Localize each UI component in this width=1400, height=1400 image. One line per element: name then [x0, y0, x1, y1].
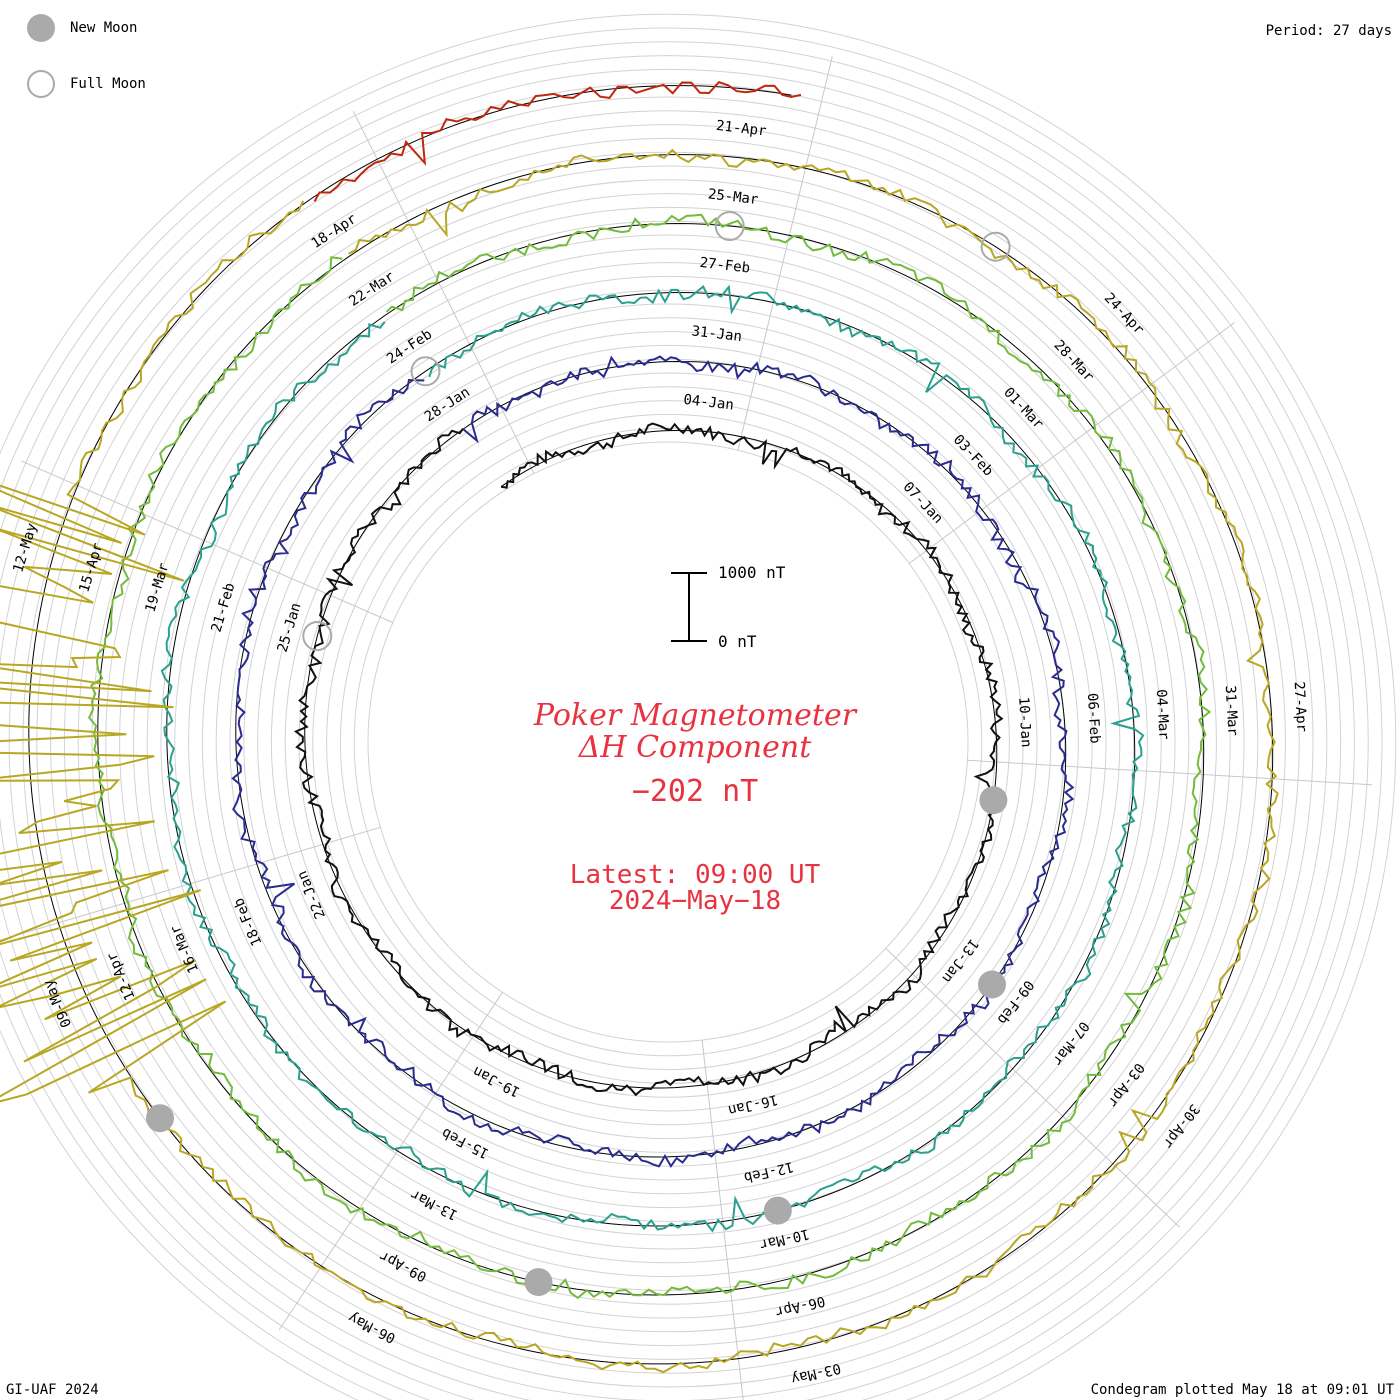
footer-plotted: Condegram plotted May 18 at 09:01 UT	[1090, 1382, 1394, 1398]
full-moon-icon	[27, 70, 55, 98]
date-label: 25-Mar	[707, 186, 759, 208]
trace-turn-6	[313, 81, 802, 202]
date-label: 01-Mar	[1000, 385, 1046, 433]
latest-time: Latest: 09:00 UT	[569, 860, 821, 890]
date-label: 31-Mar	[1222, 685, 1241, 736]
date-label: 27-Feb	[699, 255, 751, 277]
date-label: 07-Jan	[900, 479, 946, 527]
date-label: 09-Apr	[377, 1247, 429, 1284]
date-label: 27-Apr	[1291, 681, 1310, 732]
new-moon-marker	[763, 1196, 792, 1225]
date-label: 03-Feb	[950, 432, 996, 480]
trace-turn-2	[231, 355, 1075, 1169]
trace-turn-5	[0, 148, 1279, 1374]
date-label: 28-Mar	[1050, 337, 1096, 385]
data-traces	[0, 81, 1279, 1374]
new-moon-icon	[27, 14, 55, 42]
date-label: 16-Jan	[726, 1091, 779, 1118]
scale-bottom-label: 0 nT	[718, 632, 757, 651]
chart-title: Poker Magnetometer ΔH Component	[490, 700, 900, 764]
date-label: 21-Feb	[209, 581, 239, 634]
new-moon-marker	[146, 1104, 174, 1133]
full-moon-marker	[714, 211, 745, 241]
title-line-1: Poker Magnetometer	[533, 698, 857, 733]
date-label: 22-Mar	[346, 269, 397, 310]
date-label: 31-Jan	[691, 323, 743, 345]
scale-bar	[671, 572, 707, 642]
period-label: Period: 27 days	[1265, 23, 1392, 39]
date-label: 30-Apr	[1159, 1101, 1202, 1151]
title-line-2: ΔH Component	[578, 730, 812, 765]
date-label: 04-Mar	[1153, 689, 1172, 740]
date-label: 25-Jan	[275, 601, 305, 654]
date-label: 13-Mar	[408, 1186, 460, 1223]
date-label: 10-Jan	[1015, 696, 1034, 747]
date-label: 03-May	[789, 1360, 842, 1387]
date-label: 19-Jan	[470, 1063, 522, 1100]
date-label: 24-Feb	[384, 326, 435, 367]
date-label: 15-Apr	[76, 541, 106, 594]
date-label: 06-Apr	[774, 1293, 827, 1320]
date-label: 10-Mar	[758, 1225, 811, 1252]
new-moon-marker	[979, 786, 1008, 815]
moon-markers	[146, 211, 1011, 1297]
date-label: 03-Apr	[1104, 1060, 1147, 1110]
date-label: 13-Jan	[938, 935, 981, 985]
date-label: 06-May	[346, 1309, 398, 1346]
current-value: −202 nT	[631, 774, 759, 809]
full-moon-marker	[980, 231, 1011, 262]
new-moon-label: New Moon	[70, 20, 138, 36]
full-moon-label: Full Moon	[70, 76, 146, 92]
legend-new-moon: New Moon	[27, 14, 137, 42]
date-label: 19-Mar	[143, 561, 173, 614]
new-moon-marker	[524, 1268, 553, 1297]
date-label: 18-Apr	[309, 211, 360, 252]
date-label: 07-Mar	[1049, 1018, 1092, 1068]
latest-date: 2024−May−18	[608, 886, 782, 916]
full-moon-marker	[302, 621, 333, 651]
new-moon-marker	[978, 970, 1006, 999]
date-label: 12-Feb	[742, 1158, 795, 1185]
latest-timestamp: Latest: 09:00 UT 2024−May−18	[490, 862, 900, 914]
date-label: 24-Apr	[1101, 290, 1147, 338]
trace-turn-1	[293, 422, 1004, 1097]
radial-spokes	[0, 56, 1372, 1400]
scale-top-label: 1000 nT	[718, 563, 786, 582]
trace-turn-3	[160, 284, 1145, 1233]
date-label: 15-Feb	[439, 1124, 491, 1161]
legend-full-moon: Full Moon	[27, 70, 146, 98]
date-label: 21-Apr	[715, 118, 767, 140]
date-label: 04-Jan	[683, 392, 735, 414]
full-moon-marker	[410, 356, 441, 387]
footer-credit: GI-UAF 2024	[6, 1382, 99, 1398]
date-label: 28-Jan	[422, 384, 473, 425]
date-label: 06-Feb	[1084, 693, 1103, 744]
